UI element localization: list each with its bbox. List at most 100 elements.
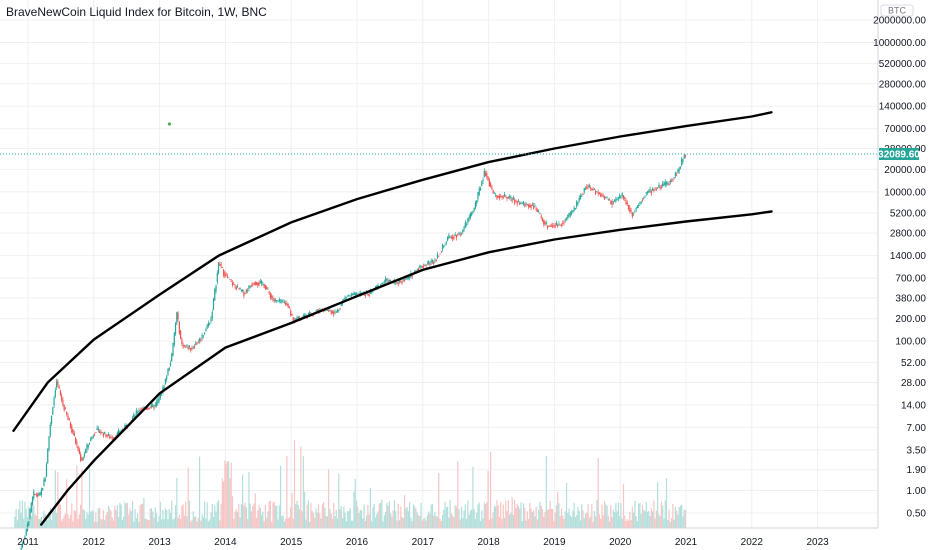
volume-bar — [569, 515, 571, 528]
volume-bar — [292, 518, 294, 528]
candle-body — [553, 225, 555, 227]
volume-bar — [573, 503, 575, 528]
candle-body — [326, 309, 328, 311]
volume-bar — [225, 463, 227, 528]
candle-body — [545, 222, 547, 224]
volume-bar — [615, 503, 617, 528]
volume-bar — [486, 502, 488, 528]
volume-bar — [452, 515, 454, 528]
candle-body — [86, 444, 88, 451]
volume-bar — [533, 510, 535, 528]
candle-body — [496, 195, 498, 199]
candle-body — [252, 284, 254, 286]
volume-bar — [487, 470, 489, 528]
time-scale[interactable]: 2011 2012 2013 2014 2015 2016 2017 2018 2019 2020… — [0, 527, 878, 548]
volume-bar — [309, 521, 311, 528]
volume-bar — [620, 502, 622, 528]
candle-body — [514, 200, 516, 204]
volume-bar — [304, 491, 306, 528]
volume-bar — [535, 506, 537, 528]
volume-bar — [471, 509, 473, 528]
volume-bar — [168, 508, 170, 528]
volume-bar — [319, 513, 321, 528]
volume-bar — [340, 506, 342, 528]
candle-body — [45, 464, 48, 477]
volume-bar — [353, 491, 355, 528]
candle-body — [463, 226, 465, 230]
x-tick-label: 2017 — [412, 537, 435, 548]
volume-bar — [231, 496, 234, 528]
candle-body — [272, 297, 274, 301]
candle-body — [620, 196, 622, 198]
volume-bar — [655, 510, 657, 528]
candle-body — [43, 479, 45, 487]
volume-bar — [350, 520, 353, 528]
y-tick-label: 1.90 — [907, 465, 927, 476]
price-scale[interactable]: BTC 0.50 1.00 1.90 3.50 7.00 14.00 28.00 52.00 1… — [873, 0, 926, 528]
volume-bar — [646, 511, 649, 528]
candle-body — [615, 198, 617, 201]
volume-bar — [82, 509, 84, 528]
volume-bar — [115, 509, 117, 528]
volume-bar — [431, 503, 434, 528]
candle-body — [180, 330, 182, 339]
candle-body — [674, 172, 676, 177]
candle-body — [636, 205, 639, 208]
candle-body — [419, 265, 421, 268]
volume-bar — [621, 518, 623, 528]
volume-bar — [391, 516, 393, 528]
candle-body — [85, 449, 87, 454]
candle-body — [653, 189, 655, 191]
volume-bar — [136, 513, 139, 528]
candle-body — [406, 277, 408, 280]
volume-bar — [272, 502, 274, 528]
candle-body — [161, 395, 163, 396]
volume-bar — [224, 460, 226, 528]
candle-body — [583, 188, 585, 192]
candle-body — [503, 194, 506, 197]
candle-body — [539, 213, 541, 215]
candle-body — [639, 202, 641, 204]
candle-body — [278, 299, 280, 302]
volume-bar — [579, 520, 582, 528]
candle-body — [571, 211, 573, 214]
volume-bar — [682, 516, 684, 528]
volume-bar — [305, 519, 307, 528]
volume-bar — [543, 516, 545, 528]
candle-body — [64, 408, 67, 410]
volume-bars — [14, 440, 687, 528]
candle-body — [238, 288, 240, 290]
candle-body — [596, 191, 598, 193]
volume-bar — [662, 505, 664, 528]
volume-bar — [595, 516, 597, 528]
volume-bar — [643, 509, 645, 528]
volume-bar — [150, 508, 153, 528]
candle-body — [158, 397, 160, 401]
candle-body — [230, 280, 232, 282]
candle-body — [587, 186, 589, 188]
volume-bar — [339, 509, 341, 528]
candle-body — [350, 293, 353, 296]
volume-bar — [120, 504, 122, 528]
candle-body — [336, 309, 339, 313]
candle-body — [88, 442, 91, 445]
candle-body — [665, 182, 668, 185]
volume-bar — [502, 504, 504, 528]
volume-bar — [403, 495, 406, 528]
candle-body — [573, 207, 575, 212]
candle-body — [386, 278, 388, 281]
channel-lines[interactable] — [12, 111, 773, 526]
candle-body — [76, 441, 78, 446]
candle-body — [467, 219, 469, 223]
candle-body — [641, 199, 644, 201]
volume-bar — [28, 507, 30, 528]
volume-bar — [295, 504, 297, 528]
candle-body — [82, 457, 84, 460]
volume-bar — [490, 451, 492, 528]
candle-body — [517, 201, 520, 203]
candle-body — [69, 422, 72, 428]
volume-bar — [250, 511, 253, 528]
volume-bar — [244, 502, 246, 528]
candle-body — [453, 236, 455, 239]
